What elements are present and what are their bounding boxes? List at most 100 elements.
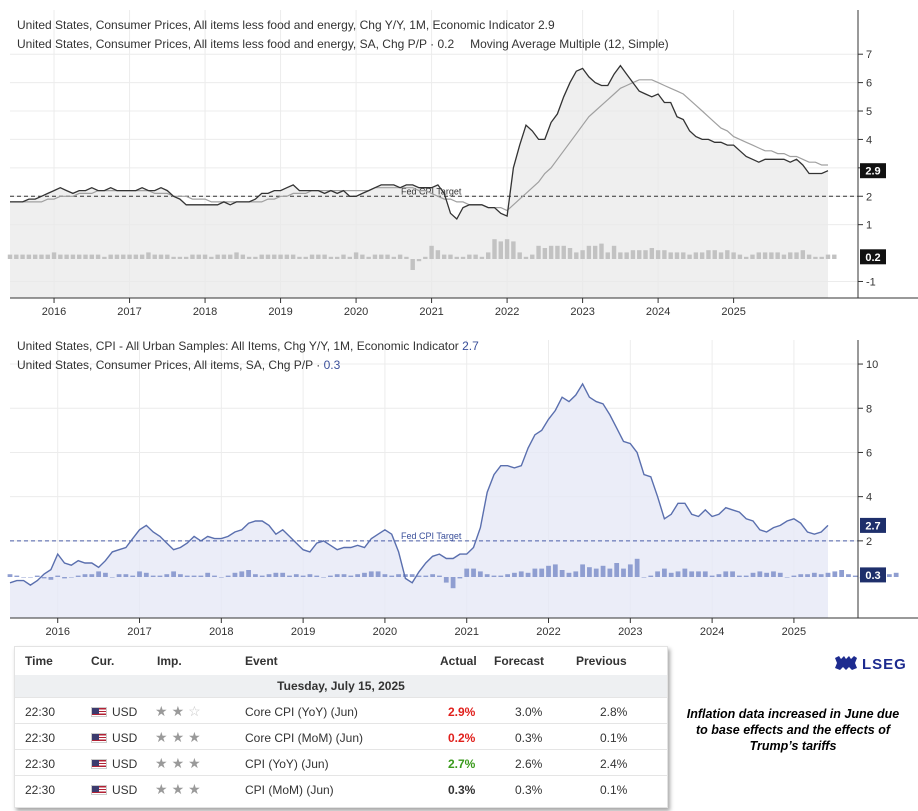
mom-bar — [832, 571, 838, 577]
mom-bar — [559, 570, 565, 577]
mom-bar — [566, 572, 572, 577]
mom-bar — [498, 575, 504, 577]
mom-bar — [682, 568, 688, 577]
mom-bar — [699, 252, 705, 259]
star-icon: ★ — [155, 703, 172, 719]
mom-bar — [477, 571, 483, 577]
mom-bar — [253, 574, 258, 577]
lseg-logo-icon — [835, 656, 857, 670]
mom-bar — [430, 574, 436, 577]
table-row[interactable]: 22:30 USD ★★☆ Core CPI (YoY) (Jun) 2.9% … — [15, 697, 667, 724]
mom-bar — [389, 575, 395, 577]
row-actual: 0.2% — [448, 731, 476, 745]
mom-bar — [183, 256, 189, 259]
legend-1-value: 2.9 — [538, 18, 555, 32]
mom-bar — [429, 245, 434, 259]
mom-bar — [158, 254, 164, 259]
mom-bar — [437, 575, 442, 577]
mom-bar — [464, 568, 470, 577]
mom-bar — [460, 256, 466, 259]
mom-bar — [7, 574, 13, 577]
mom-bar — [396, 574, 401, 577]
mom-bar — [55, 575, 61, 577]
mom-bar — [278, 254, 283, 259]
mom-bar — [811, 572, 817, 577]
mom-bar — [648, 575, 654, 577]
x-axis: 2016 2017 2018 2019 2020 2021 2022 2023 2024 2025 — [45, 618, 806, 638]
mom-bar — [266, 574, 272, 577]
mom-bar — [702, 571, 708, 577]
fed-target-label: Fed CPI Target — [401, 531, 462, 541]
mom-bar — [491, 575, 497, 577]
mom-bar — [532, 568, 538, 577]
mom-bar — [225, 575, 231, 577]
mom-bar — [689, 571, 695, 577]
mom-bar — [218, 577, 224, 578]
mom-bar — [234, 252, 239, 259]
mom-bar — [51, 252, 57, 259]
cpi-mom-bars — [7, 558, 899, 589]
star-icon: ★ — [188, 781, 205, 797]
mom-bar — [518, 571, 524, 577]
currency-code: USD — [112, 731, 138, 745]
mom-bar — [788, 252, 793, 259]
header-time: Time — [25, 654, 53, 668]
currency-code: USD — [112, 783, 138, 797]
mom-bar — [232, 572, 238, 577]
mom-bar — [116, 574, 122, 577]
mom-bar — [297, 256, 302, 259]
table-row[interactable]: 22:30 USD ★★★ CPI (YoY) (Jun) 2.7% 2.6% … — [15, 749, 667, 776]
mom-bar — [800, 250, 806, 259]
mom-bar — [454, 256, 459, 259]
mom-bar — [512, 572, 517, 577]
row-actual: 0.3% — [448, 783, 476, 797]
mom-bar — [303, 256, 308, 259]
mom-bar — [467, 254, 472, 259]
mom-bar — [114, 254, 120, 259]
last-value-text: 2.9 — [865, 166, 880, 178]
mom-bar — [574, 252, 579, 259]
mom-bar — [737, 254, 743, 259]
mom-bar — [555, 245, 560, 259]
mom-bar — [614, 563, 620, 577]
mom-bar — [662, 568, 667, 577]
us-flag-icon — [91, 759, 107, 769]
mom-bar — [643, 250, 648, 259]
mom-bar — [360, 254, 365, 259]
mom-bar — [28, 577, 33, 578]
mom-bar — [784, 577, 790, 578]
mom-bar — [397, 254, 403, 259]
mom-bar — [14, 254, 19, 259]
y-tick-label: 7 — [866, 49, 872, 61]
mom-bar — [334, 574, 340, 577]
mom-bar — [681, 252, 686, 259]
mom-bar — [730, 571, 735, 577]
mom-bar — [26, 254, 32, 259]
mom-bar — [290, 254, 296, 259]
table-row[interactable]: 22:30 USD ★★★ CPI (MoM) (Jun) 0.3% 0.3% … — [15, 775, 667, 802]
mom-bar — [611, 245, 617, 259]
mom-bar — [240, 254, 246, 259]
y-tick-label: 6 — [866, 78, 872, 90]
us-flag-icon — [91, 707, 107, 717]
mom-bar — [771, 571, 776, 577]
row-previous: 0.1% — [600, 731, 628, 745]
cpi-yoy-area — [10, 383, 828, 618]
x-tick-label: 2019 — [291, 626, 315, 638]
mom-bar — [341, 254, 346, 259]
mom-bar — [696, 571, 701, 577]
last-bar-text: 0.3 — [865, 570, 880, 582]
row-time: 22:30 — [25, 705, 56, 719]
x-tick-label: 2021 — [454, 626, 478, 638]
mom-bar — [536, 245, 541, 259]
y-tick-label: -1 — [866, 276, 876, 288]
mom-bar — [198, 575, 204, 577]
mom-bar — [205, 572, 211, 577]
mom-bar — [539, 568, 545, 577]
mom-bar — [103, 572, 108, 577]
row-event: CPI (MoM) (Jun) — [245, 783, 334, 797]
table-row[interactable]: 22:30 USD ★★★ Core CPI (MoM) (Jun) 0.2% … — [15, 723, 667, 750]
mom-bar — [756, 252, 761, 259]
mom-bar — [743, 575, 749, 577]
star-icon: ★ — [155, 781, 172, 797]
